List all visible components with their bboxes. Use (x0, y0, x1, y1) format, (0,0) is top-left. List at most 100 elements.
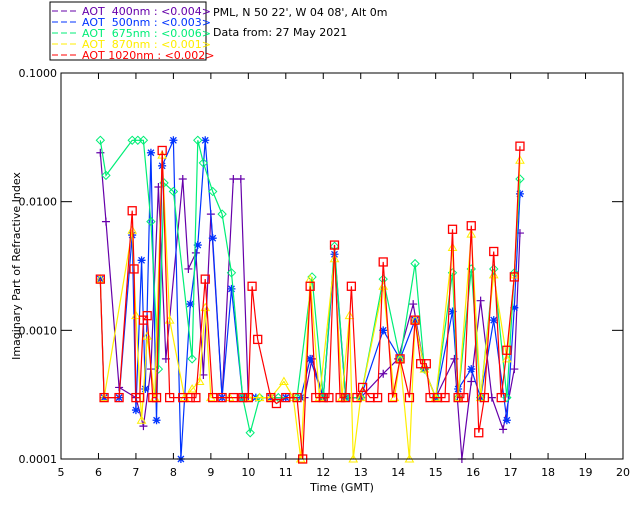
data-point (229, 175, 238, 184)
data-point (318, 392, 328, 403)
data-point (501, 353, 512, 363)
data-point (169, 136, 178, 145)
data-point (198, 158, 209, 168)
data-point (489, 246, 499, 257)
data-point (404, 392, 415, 403)
data-point (499, 425, 508, 434)
data-point (141, 384, 150, 393)
legend-entry: AOT 1020nm : <0.002> (82, 49, 215, 62)
x-tick-label: 19 (579, 466, 593, 479)
data-point (416, 359, 426, 369)
data-point (341, 392, 351, 403)
x-tick-label: 10 (241, 466, 255, 479)
data-point (515, 141, 525, 151)
series-layer (95, 135, 525, 464)
legend-entry: AOT 870nm : <0.001> (82, 38, 211, 51)
data-point (127, 225, 138, 234)
x-tick-label: 11 (279, 466, 293, 479)
data-point (137, 256, 146, 265)
data-point (387, 392, 398, 403)
data-point (127, 206, 137, 216)
data-point (187, 354, 197, 364)
data-point (236, 175, 245, 184)
data-point (178, 175, 187, 184)
data-point (329, 240, 340, 250)
data-point (410, 258, 420, 269)
data-point (292, 392, 302, 403)
data-point (136, 415, 147, 424)
data-point (271, 398, 282, 409)
data-point (487, 393, 496, 402)
data-point (185, 392, 195, 403)
data-point (510, 365, 519, 374)
data-point (352, 392, 362, 403)
data-point (208, 392, 218, 403)
data-point (467, 365, 476, 374)
data-point (447, 242, 458, 252)
data-point (476, 296, 485, 305)
data-point (379, 326, 388, 335)
data-point (509, 272, 519, 282)
legend: AOT 400nm : <0.004>AOT 500nm : <0.003>AO… (49, 1, 215, 62)
data-point (467, 377, 476, 386)
data-point (142, 331, 153, 340)
data-point (95, 274, 105, 284)
data-point (409, 300, 418, 309)
data-point (208, 234, 217, 243)
data-point (496, 392, 506, 403)
data-point (146, 216, 156, 227)
data-point (114, 392, 124, 403)
site-label: PML, N 50 22', W 04 08', Alt 0m (213, 6, 387, 19)
x-tick-label: 9 (207, 466, 214, 479)
series-aot-1020nm (95, 141, 525, 464)
data-point (346, 281, 357, 291)
data-point (466, 221, 476, 231)
data-point (96, 148, 105, 157)
data-point (142, 311, 152, 321)
data-point (335, 392, 345, 403)
data-point (152, 416, 161, 425)
y-tick-label: 0.1000 (19, 67, 58, 80)
x-tick-label: 5 (58, 466, 65, 479)
data-point (184, 264, 193, 273)
data-point (168, 186, 179, 197)
x-tick-label: 7 (132, 466, 139, 479)
data-point (329, 253, 340, 263)
data-point (515, 174, 525, 184)
data-point (281, 392, 291, 403)
data-point (101, 170, 111, 181)
data-point (238, 392, 248, 403)
y-axis-label: Imaginary Part of Refractive Index (10, 172, 23, 360)
data-point (265, 392, 276, 402)
data-point (245, 428, 255, 438)
data-point (187, 383, 197, 393)
data-point (208, 186, 218, 197)
x-tick-label: 16 (466, 466, 480, 479)
x-tick-label: 8 (170, 466, 177, 479)
data-point (440, 392, 450, 403)
axes-layer: 5 6 7 8 9 10 11 12 13 14 15 16 17 18 19 20 0.0001 0.0010 0… (19, 67, 631, 479)
y-tick-label: 0.0100 (19, 196, 58, 209)
data-point (479, 392, 490, 403)
x-axis-label: Time (GMT) (309, 481, 374, 494)
data-point (217, 392, 227, 403)
legend-border (49, 1, 207, 61)
data-point (191, 392, 201, 403)
data-point (378, 257, 388, 267)
data-point (151, 392, 162, 403)
data-point (199, 370, 208, 379)
x-tick-label: 20 (616, 466, 630, 479)
data-point (243, 392, 253, 403)
x-tick-label: 6 (95, 466, 102, 479)
data-point (459, 392, 469, 403)
data-point (379, 369, 388, 378)
data-point (502, 392, 512, 403)
data-point (324, 392, 334, 403)
x-tick-label: 13 (354, 466, 368, 479)
data-point (200, 274, 210, 284)
x-tick-label: 14 (391, 466, 405, 479)
data-point (372, 392, 383, 403)
data-point (131, 406, 140, 415)
data-point (421, 359, 431, 369)
